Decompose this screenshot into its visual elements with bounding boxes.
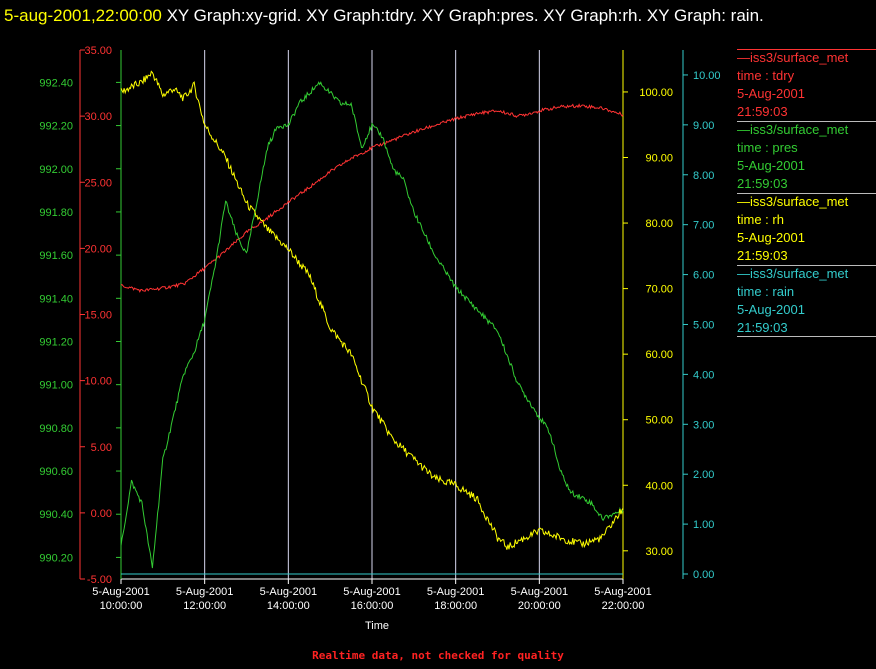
tdry-tick-label: 5.00	[91, 442, 112, 454]
tdry-tick-label: 20.00	[84, 243, 112, 255]
pres-series-line	[120, 81, 624, 569]
legend-separator	[737, 121, 876, 122]
rain-tick-label: 2.00	[693, 469, 714, 481]
x-tick-time: 16:00:00	[351, 600, 394, 612]
legend-separator	[737, 49, 876, 50]
x-axis-title: Time	[365, 620, 389, 632]
x-tick-date: 5-Aug-2001	[511, 586, 569, 598]
axis-ticks: 35.00 30.00 25.00 20.00 15.00 10.00 5.00 0.00 -5…	[39, 45, 720, 586]
x-axis-labels: 5-Aug-2001 10:00:00 5-Aug-2001 12:00:00 5-Au…	[92, 579, 652, 612]
pres-tick-label: 990.80	[39, 423, 73, 435]
pres-tick-label: 991.40	[39, 293, 73, 305]
legend-time: 21:59:03	[737, 104, 788, 119]
legend-separator	[737, 336, 876, 337]
rh-tick-label: 90.00	[645, 153, 673, 165]
rh-tick-label: 60.00	[645, 349, 673, 361]
rain-tick-label: 1.00	[693, 519, 714, 531]
rain-tick-label: 5.00	[693, 319, 714, 331]
tdry-tick-label: 25.00	[84, 177, 112, 189]
tdry-tick-label: -5.00	[87, 574, 112, 586]
legend-date: 5-Aug-2001	[737, 230, 805, 245]
legend-date: 5-Aug-2001	[737, 302, 805, 317]
rain-tick-label: 6.00	[693, 270, 714, 282]
rain-tick-label: 8.00	[693, 170, 714, 182]
rh-tick-label: 100.00	[639, 87, 673, 99]
legend-var: time : rh	[737, 212, 784, 227]
axes	[79, 50, 684, 580]
tdry-tick-label: 10.00	[84, 376, 112, 388]
tdry-tick-label: 35.00	[84, 45, 112, 57]
rain-tick-label: 4.00	[693, 369, 714, 381]
legend-time: 21:59:03	[737, 248, 788, 263]
pres-tick-label: 990.40	[39, 509, 73, 521]
x-tick-date: 5-Aug-2001	[260, 586, 318, 598]
legend-source: —iss3/surface_met	[737, 50, 849, 65]
rh-tick-label: 50.00	[645, 415, 673, 427]
rain-tick-label: 7.00	[693, 220, 714, 232]
x-tick-date: 5-Aug-2001	[427, 586, 485, 598]
legend-date: 5-Aug-2001	[737, 158, 805, 173]
x-tick-time: 14:00:00	[267, 600, 310, 612]
legend-var: time : rain	[737, 284, 795, 299]
legend-source: —iss3/surface_met	[737, 194, 849, 209]
legend-date: 5-Aug-2001	[737, 86, 805, 101]
pres-tick-label: 992.00	[39, 164, 73, 176]
pres-tick-label: 992.40	[39, 77, 73, 89]
title-graph-list: XY Graph:xy-grid. XY Graph:tdry. XY Grap…	[161, 6, 764, 25]
tdry-tick-label: 30.00	[84, 111, 112, 123]
title-timestamp: 5-aug-2001,22:00:00	[4, 6, 162, 25]
legend-separator	[737, 265, 876, 266]
data-series	[120, 70, 624, 575]
pres-tick-label: 991.00	[39, 380, 73, 392]
rain-tick-label: 9.00	[693, 120, 714, 132]
legend-separator	[737, 193, 876, 194]
legend-var: time : pres	[737, 140, 798, 155]
pres-tick-label: 992.20	[39, 121, 73, 133]
tdry-tick-label: 0.00	[91, 508, 112, 520]
x-tick-time: 20:00:00	[518, 600, 561, 612]
rh-series-line	[120, 70, 624, 550]
x-tick-time: 22:00:00	[602, 600, 645, 612]
tdry-tick-label: 15.00	[84, 310, 112, 322]
legend-source: —iss3/surface_met	[737, 122, 849, 137]
pres-tick-label: 990.20	[39, 552, 73, 564]
rh-tick-label: 70.00	[645, 284, 673, 296]
x-tick-date: 5-Aug-2001	[92, 586, 150, 598]
legend-time: 21:59:03	[737, 320, 788, 335]
legend-var: time : tdry	[737, 68, 795, 83]
pres-tick-label: 991.20	[39, 336, 73, 348]
x-tick-date: 5-Aug-2001	[594, 586, 652, 598]
rh-tick-label: 30.00	[645, 546, 673, 558]
rh-tick-label: 40.00	[645, 480, 673, 492]
pres-tick-label: 990.60	[39, 466, 73, 478]
rh-tick-label: 80.00	[645, 218, 673, 230]
x-tick-time: 10:00:00	[100, 600, 143, 612]
graph-title: 5-aug-2001,22:00:00 XY Graph:xy-grid. XY…	[4, 2, 872, 29]
vertical-grid-lines	[204, 50, 540, 579]
tdry-series-line	[120, 103, 624, 293]
x-tick-time: 18:00:00	[434, 600, 477, 612]
legend-time: 21:59:03	[737, 176, 788, 191]
rain-tick-label: 0.00	[693, 569, 714, 581]
rain-tick-label: 10.00	[693, 70, 721, 82]
x-tick-date: 5-Aug-2001	[343, 586, 401, 598]
rain-tick-label: 3.00	[693, 419, 714, 431]
pres-tick-label: 991.80	[39, 207, 73, 219]
x-tick-time: 12:00:00	[183, 600, 226, 612]
pres-tick-label: 991.60	[39, 250, 73, 262]
quality-notice: Realtime data, not checked for quality	[312, 649, 564, 662]
x-tick-date: 5-Aug-2001	[176, 586, 234, 598]
legend-source: —iss3/surface_met	[737, 266, 849, 281]
